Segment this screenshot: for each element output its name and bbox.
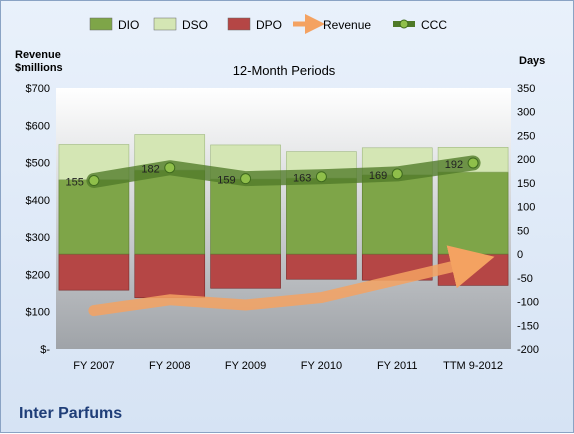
right-tick-label: 0 [517,249,523,261]
left-tick-label: $100 [26,307,50,319]
ccc-point [467,157,479,169]
bars [58,134,509,299]
right-tick-label: 50 [517,225,529,237]
legend-swatch [89,17,113,31]
category-label: FY 2011 [377,360,418,372]
right-tick-label: -50 [517,273,533,285]
ccc-data-label: 169 [369,170,387,182]
right-tick-label: -200 [517,344,539,356]
category-label: FY 2008 [149,360,190,372]
ccc-data-label: 155 [66,177,84,189]
right-tick-label: 150 [517,178,535,190]
dio-bar [361,174,433,255]
ccc-point [315,171,327,183]
legend-label: CCC [421,18,447,32]
category-label: FY 2009 [225,360,266,372]
ccc-data-label: 159 [217,175,235,187]
ccc-point [391,168,403,180]
right-tick-label: 100 [517,202,535,214]
lines: 155 182 159 163 169 192 [66,155,495,317]
left-tick-label: $- [40,344,50,356]
left-axis-label-line1: Revenue [15,49,61,61]
right-tick-label: 300 [517,107,535,119]
left-tick-label: $700 [26,83,50,95]
legend-swatch [227,17,251,31]
category-labels: FY 2007 FY 2008 FY 2009 FY 2010 FY 2011 TTM 9… [73,360,503,372]
right-tick-label: 350 [517,83,535,95]
dio-bar [437,171,509,255]
legend-label: DIO [118,18,139,32]
legend-label: DSO [182,18,208,32]
legend-label: DPO [256,18,282,32]
dio-bar [286,177,357,255]
revenue-line [88,245,495,317]
ccc-line [86,155,481,189]
left-axis-ticks: $- $100 $200 $300 $400 $500 $600 $700 [26,83,51,356]
dpo-bar [210,253,281,289]
left-tick-label: $300 [26,232,50,244]
legend-marker-ccc [399,19,409,29]
category-label: TTM 9-2012 [443,360,503,372]
legend: DIO DSO DPO Revenue CCC [89,14,447,34]
category-label: FY 2010 [301,360,342,372]
right-tick-label: 200 [517,154,535,166]
right-axis-ticks: -200 -150 -100 -50 0 50 100 150 200 250 300 350 [517,83,539,356]
dpo-bar [134,253,206,299]
company-name: Inter Parfums [19,405,123,422]
chart-subtitle: 12-Month Periods [233,63,336,78]
legend-label: Revenue [323,18,371,32]
dio-bar [58,179,130,255]
ccc-point [164,162,176,174]
left-tick-label: $400 [26,195,50,207]
right-tick-label: -150 [517,320,539,332]
right-tick-label: -100 [517,297,539,309]
right-tick-label: 250 [517,130,535,142]
legend-swatch [153,17,177,31]
left-tick-label: $200 [26,269,50,281]
ccc-point [88,175,100,187]
ccc-point [240,173,252,185]
left-axis-label-line2: $millions [15,62,63,74]
dio-bar [210,178,281,255]
dpo-bar [58,253,130,291]
ccc-data-label: 163 [293,173,311,185]
left-tick-label: $600 [26,120,50,132]
ccc-data-label: 182 [141,164,159,176]
left-tick-label: $500 [26,158,50,170]
ccc-data-label: 192 [445,159,463,171]
right-axis-label: Days [519,55,545,67]
dpo-bar [286,253,357,280]
category-label: FY 2007 [73,360,114,372]
dio-bar [134,169,206,255]
